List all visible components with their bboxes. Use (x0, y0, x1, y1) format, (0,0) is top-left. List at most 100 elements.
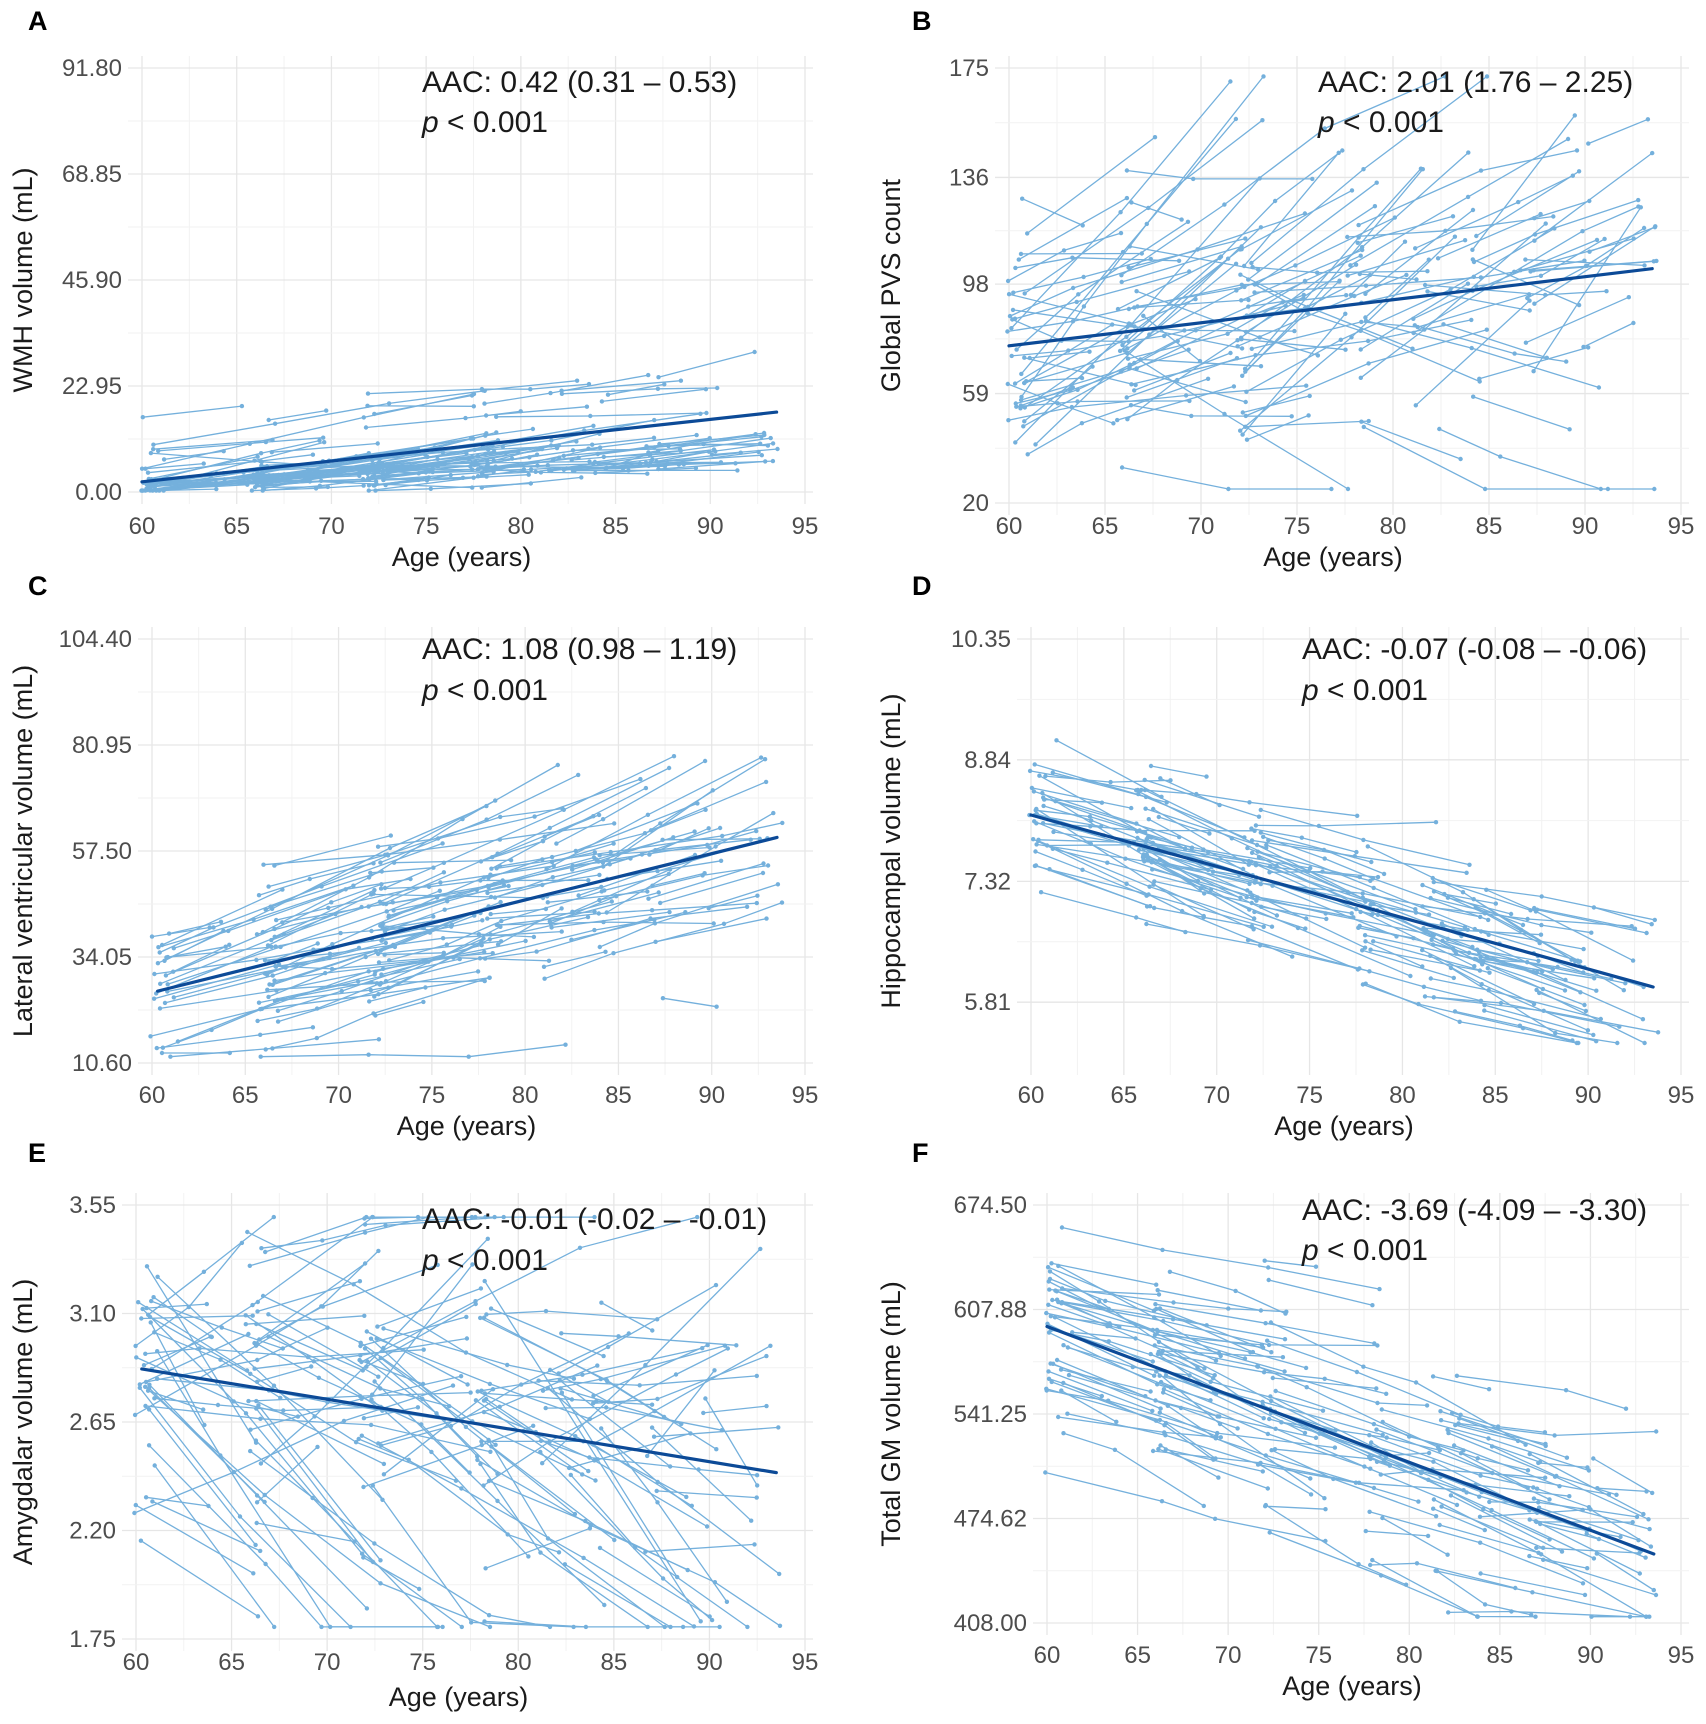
subject-line (1153, 884, 1254, 930)
subject-point (136, 1300, 141, 1305)
subject-point (435, 1262, 440, 1268)
subject-point (655, 386, 661, 391)
subject-point (1125, 417, 1130, 422)
x-tick-label: 70 (1215, 1642, 1242, 1669)
subject-line (1128, 237, 1246, 269)
subject-point (1044, 1310, 1049, 1316)
subject-point (355, 979, 361, 984)
subject-point (1621, 988, 1627, 993)
subject-point (1486, 917, 1491, 923)
subject-point (1081, 274, 1086, 280)
subject-line (257, 1343, 471, 1474)
subject-line (156, 1026, 313, 1049)
subject-point (1014, 347, 1019, 352)
subject-point (1265, 1431, 1271, 1437)
subject-line (602, 789, 714, 868)
subject-point (1349, 911, 1354, 916)
subject-point (1134, 289, 1139, 294)
subject-line (378, 778, 641, 848)
subject-point (1437, 1522, 1442, 1528)
subject-point (776, 1425, 781, 1430)
subject-point (745, 1624, 750, 1630)
subject-point (259, 463, 264, 468)
subject-point (1437, 426, 1442, 432)
subject-point (1598, 486, 1604, 492)
subject-point (1267, 1530, 1272, 1535)
subject-point (376, 960, 382, 965)
subject-line (1479, 346, 1589, 380)
subject-point (1585, 1566, 1590, 1571)
subject-point (702, 758, 708, 764)
subject-point (155, 1376, 160, 1382)
subject-point (133, 1343, 138, 1349)
subject-point (1005, 329, 1010, 334)
subject-point (366, 969, 371, 974)
subject-point (1118, 210, 1123, 215)
subject-point (576, 893, 581, 898)
subject-point (764, 916, 769, 921)
subject-line (1165, 1448, 1263, 1473)
subject-line (1122, 149, 1343, 346)
subject-point (269, 450, 274, 455)
subject-point (1124, 334, 1129, 339)
trend-line (155, 835, 779, 993)
subject-point (490, 951, 495, 956)
subject-point (1443, 228, 1448, 233)
subject-point (1329, 486, 1334, 492)
y-tick-label: 22.95 (62, 373, 122, 400)
subject-point (607, 862, 612, 867)
subject-point (1532, 232, 1538, 237)
subject-point (1147, 884, 1152, 889)
subject-line (1460, 1452, 1528, 1489)
subject-point (713, 1282, 719, 1288)
subject-point (1161, 333, 1167, 339)
subject-point (1537, 940, 1542, 946)
subject-point (375, 441, 380, 446)
subject-point (1157, 1417, 1163, 1423)
subject-point (531, 934, 537, 940)
subject-line (1350, 138, 1569, 266)
subject-line (1262, 836, 1489, 921)
subject-line (564, 1563, 671, 1628)
subject-point (155, 1274, 160, 1280)
subject-point (171, 995, 176, 1000)
subject-point (310, 452, 316, 457)
subject-line (1061, 1301, 1378, 1347)
subject-point (1479, 982, 1484, 987)
subject-line (153, 390, 485, 446)
subject-line (1442, 940, 1553, 970)
subject-point (1445, 1427, 1450, 1433)
subject-point (197, 1346, 202, 1351)
subject-point (559, 391, 565, 396)
subject-point (1264, 842, 1269, 848)
subject-point (1245, 888, 1250, 893)
subject-point (651, 435, 657, 440)
subject-point (1531, 1485, 1536, 1490)
subject-point (1018, 251, 1024, 257)
subject-point (1650, 1490, 1655, 1496)
subject-point (1445, 1552, 1450, 1557)
subject-point (662, 1624, 667, 1630)
subject-point (576, 772, 581, 778)
subject-point (378, 886, 384, 891)
subject-point (206, 1503, 211, 1509)
subject-point (593, 1478, 598, 1483)
subject-point (1322, 1376, 1327, 1382)
subject-point (1013, 265, 1018, 271)
subject-point (526, 472, 531, 477)
subject-point (1343, 347, 1348, 352)
subject-point (494, 922, 499, 928)
subject-point (380, 937, 385, 942)
subject-point (1076, 292, 1081, 297)
subject-point (547, 825, 552, 831)
subject-line (1117, 257, 1220, 310)
subject-line (154, 1465, 275, 1628)
subject-point (1379, 1407, 1385, 1412)
subject-point (1246, 297, 1251, 303)
p-symbol: p (1301, 674, 1319, 707)
subject-line (144, 1386, 491, 1628)
subject-point (255, 1309, 260, 1314)
subject-point (1183, 846, 1188, 851)
subject-point (152, 1463, 157, 1468)
